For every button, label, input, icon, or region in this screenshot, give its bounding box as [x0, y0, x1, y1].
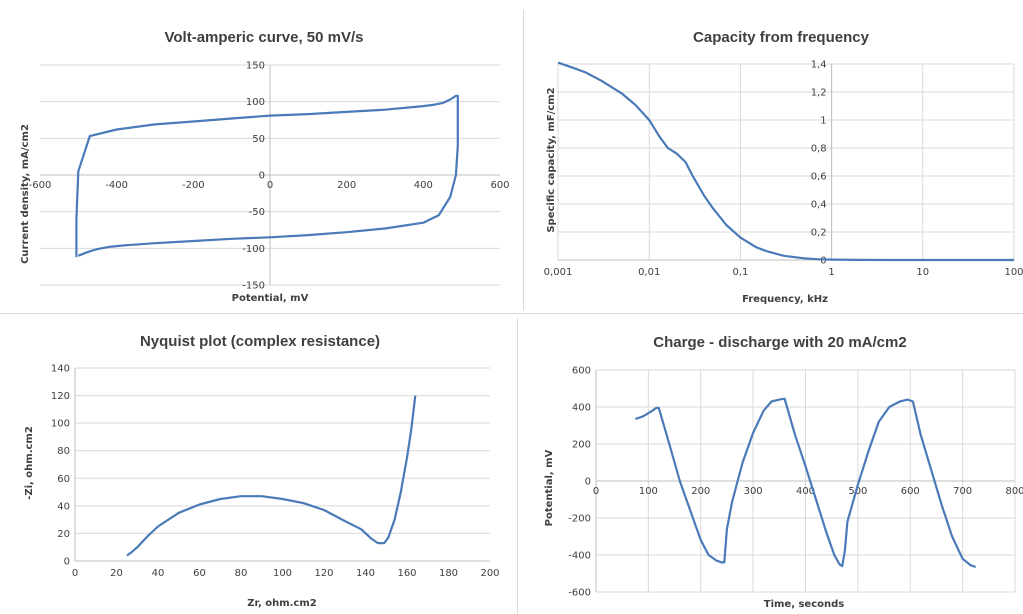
x-tick-label: 160: [397, 568, 416, 579]
y-tick-label: -600: [568, 588, 591, 599]
chart-nyq-xlabel: Zr, ohm.cm2: [247, 598, 317, 609]
chart-cd-svg: Charge - discharge with 20 mA/cm2 0 100 20…: [544, 334, 1023, 610]
chart-cv-ylabel: Current density, mA/cm2: [20, 124, 31, 264]
x-tick-label: 0: [267, 180, 273, 191]
y-tick-label: 1,2: [811, 88, 827, 99]
y-tick-label: 0,8: [811, 144, 827, 155]
y-tick-label: 0: [820, 256, 826, 267]
y-tick-label: 100: [51, 419, 70, 430]
x-tick-label: 300: [744, 486, 763, 497]
y-tick-label: 200: [572, 440, 591, 451]
x-tick-label: 0,001: [544, 267, 573, 278]
series-line: [126, 395, 417, 557]
x-tick-label: 120: [314, 568, 333, 579]
y-tick-label: 40: [57, 501, 70, 512]
y-tick-label: -400: [568, 551, 591, 562]
y-tick-label: 0,2: [811, 228, 827, 239]
y-tick-label: 150: [246, 61, 265, 72]
x-tick-label: 10: [916, 267, 929, 278]
x-tick-label: -400: [105, 180, 128, 191]
y-tick-label: -150: [242, 281, 265, 292]
x-tick-label: 40: [152, 568, 165, 579]
x-tick-label: -200: [182, 180, 205, 191]
vertical-divider-bottom: [517, 318, 518, 614]
chart-panel-nyquist: Nyquist plot (complex resistance) 0 20 40 6…: [0, 318, 516, 614]
chart-cv-xlabel: Potential, mV: [232, 293, 309, 304]
x-tick-label: 20: [110, 568, 123, 579]
vertical-divider-top: [523, 10, 524, 310]
chart-cv-title: Volt-amperic curve, 50 mV/s: [165, 29, 364, 46]
x-tick-label: 400: [796, 486, 815, 497]
y-tick-label: 0: [259, 171, 265, 182]
y-tick-label: 140: [51, 364, 70, 375]
chart-cd-title: Charge - discharge with 20 mA/cm2: [653, 334, 906, 351]
chart-freq-title: Capacity from frequency: [693, 29, 870, 46]
y-tick-label: 20: [57, 529, 70, 540]
x-tick-label: 60: [193, 568, 206, 579]
x-tick-label: 0: [593, 486, 599, 497]
y-tick-label: 1: [820, 116, 826, 127]
y-tick-label: 80: [57, 446, 70, 457]
chart-nyq-svg: Nyquist plot (complex resistance) 0 20 40 6…: [24, 333, 500, 609]
y-tick-label: 0,6: [811, 172, 827, 183]
y-tick-label: 1,4: [811, 60, 827, 71]
x-tick-label: 800: [1005, 486, 1023, 497]
y-tick-label: -50: [249, 207, 265, 218]
x-tick-label: 200: [480, 568, 499, 579]
x-tick-label: 700: [953, 486, 972, 497]
x-tick-label: 0,1: [732, 267, 748, 278]
chart-panel-freq: Capacity from frequency 0,001 0,01 0,1 1 10 1…: [524, 10, 1023, 310]
series-line: [634, 397, 977, 569]
x-tick-label: 140: [356, 568, 375, 579]
y-tick-label: 50: [252, 134, 265, 145]
horizontal-divider: [0, 313, 1023, 314]
series-line: [557, 61, 1014, 262]
chart-cd-ylabel: Potential, mV: [544, 449, 555, 526]
chart-freq-ylabel: Specific capacity, mF/cm2: [546, 87, 557, 232]
x-tick-label: 200: [691, 486, 710, 497]
chart-cv-svg: Volt-amperic curve, 50 mV/s -600 -400 -200…: [20, 29, 510, 304]
y-tick-label: -100: [242, 244, 265, 255]
x-tick-label: 0: [72, 568, 78, 579]
x-tick-label: 100: [1004, 267, 1023, 278]
chart-panel-cv: Volt-amperic curve, 50 mV/s -600 -400 -200…: [0, 10, 522, 310]
y-tick-label: 0,4: [811, 200, 827, 211]
chart-nyq-ylabel: -Zi, ohm.cm2: [24, 426, 35, 500]
x-tick-label: 1: [828, 267, 834, 278]
y-tick-label: 120: [51, 391, 70, 402]
chart-freq-xlabel: Frequency, kHz: [742, 294, 828, 305]
x-tick-label: 600: [901, 486, 920, 497]
x-tick-label: 0,01: [638, 267, 660, 278]
y-tick-label: 100: [246, 97, 265, 108]
y-tick-label: 400: [572, 403, 591, 414]
x-tick-label: 200: [337, 180, 356, 191]
series-line: [75, 94, 459, 258]
x-tick-label: 100: [273, 568, 292, 579]
x-tick-label: 600: [490, 180, 509, 191]
x-tick-label: 100: [639, 486, 658, 497]
x-tick-label: 80: [235, 568, 248, 579]
x-tick-label: 500: [848, 486, 867, 497]
chart-cd-xlabel: Time, seconds: [764, 599, 845, 610]
y-tick-label: 600: [572, 366, 591, 377]
y-tick-label: -200: [568, 514, 591, 525]
chart-nyq-title: Nyquist plot (complex resistance): [140, 333, 380, 350]
y-tick-label: 0: [64, 557, 70, 568]
x-tick-label: 180: [439, 568, 458, 579]
chart-panel-charge: Charge - discharge with 20 mA/cm2 0 100 20…: [518, 318, 1023, 614]
x-tick-label: -600: [29, 180, 52, 191]
y-tick-label: 60: [57, 474, 70, 485]
x-tick-label: 400: [414, 180, 433, 191]
chart-freq-svg: Capacity from frequency 0,001 0,01 0,1 1 10 1…: [544, 29, 1023, 305]
y-tick-label: 0: [585, 477, 591, 488]
